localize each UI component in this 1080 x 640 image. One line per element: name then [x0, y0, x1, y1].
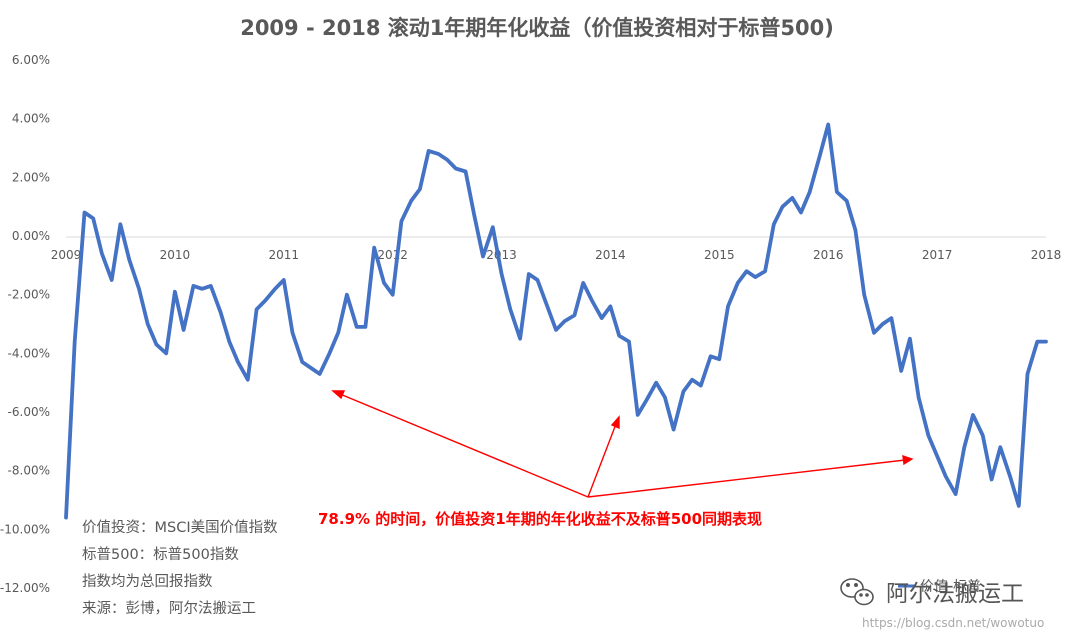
y-tick-label: -10.00%	[0, 522, 50, 536]
y-tick-label: 0.00%	[12, 229, 50, 243]
wechat-icon	[840, 578, 874, 606]
arrow-head-middle	[610, 415, 620, 430]
y-tick-label: -8.00%	[8, 464, 50, 478]
annotation-text: 78.9% 的时间，价值投资1年期的年化收益不及标普500同期表现	[318, 510, 762, 528]
annotation-arrows	[331, 390, 914, 498]
watermark: 阿尔法搬运工 https://blog.csdn.net/wowotuo	[840, 578, 1044, 630]
x-tick-label: 2015	[704, 248, 735, 262]
note-sp500-index: 标普500：标普500指数	[82, 546, 239, 563]
arrow-head-right	[902, 454, 914, 466]
x-tick-label: 2010	[160, 248, 191, 262]
arrow-line-middle	[587, 423, 617, 498]
x-axis: 2009 2010 2011 2012 2013 2014 2015 2016 2017 2018	[51, 248, 1062, 262]
watermark-text: 阿尔法搬运工	[886, 581, 1024, 607]
legend: 价值-标普	[898, 579, 981, 595]
series-line	[64, 122, 1048, 520]
x-tick-label: 2016	[813, 248, 844, 262]
note-source: 来源：彭博，阿尔法搬运工	[82, 600, 256, 617]
legend-label: 价值-标普	[920, 579, 981, 595]
note-total-return: 指数均为总回报指数	[82, 573, 213, 590]
arrow-head-left	[331, 390, 346, 400]
y-tick-label: -6.00%	[8, 405, 50, 419]
y-tick-label: -2.00%	[8, 288, 50, 302]
watermark-url: https://blog.csdn.net/wowotuo	[862, 616, 1044, 630]
x-tick-label: 2009	[51, 248, 82, 262]
x-tick-label: 2013	[486, 248, 517, 262]
y-tick-label: -4.00%	[8, 346, 50, 360]
y-axis: 6.00% 4.00% 2.00% 0.00% -2.00% -4.00% -6.00% -8…	[0, 53, 50, 595]
x-tick-label: 2011	[269, 248, 300, 262]
x-tick-label: 2017	[922, 248, 953, 262]
chart-title: 2009 - 2018 滚动1年期年化收益（价值投资相对于标普500)	[240, 16, 834, 40]
x-tick-label: 2012	[377, 248, 408, 262]
arrow-line-left	[339, 393, 589, 498]
y-tick-label: 6.00%	[12, 53, 50, 67]
x-tick-label: 2018	[1031, 248, 1062, 262]
y-tick-label: 4.00%	[12, 112, 50, 126]
x-tick-label: 2014	[595, 248, 626, 262]
arrow-line-right	[587, 459, 906, 498]
notes: 价值投资：MSCI美国价值指数 标普500：标普500指数 指数均为总回报指数 …	[82, 519, 278, 617]
note-value-index: 价值投资：MSCI美国价值指数	[82, 519, 278, 536]
y-tick-label: -12.00%	[0, 581, 50, 595]
y-tick-label: 2.00%	[12, 170, 50, 184]
